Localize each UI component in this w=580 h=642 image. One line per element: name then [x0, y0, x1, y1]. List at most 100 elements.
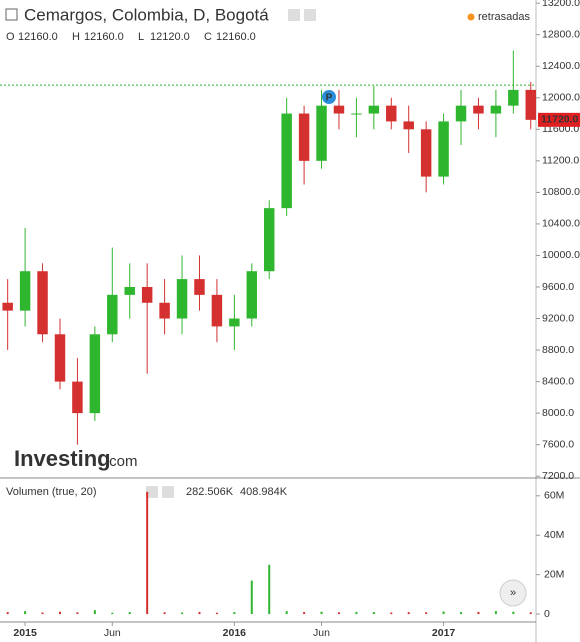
- volume-bar: [477, 611, 480, 615]
- logo: Investing: [14, 446, 111, 471]
- scroll-button[interactable]: [499, 579, 527, 607]
- candle-body: [107, 294, 118, 335]
- fullscreen-icon[interactable]: [304, 9, 316, 21]
- volume-bar: [268, 564, 271, 615]
- volume-bar: [41, 612, 44, 615]
- y-tick-label: 12800.0: [542, 28, 580, 40]
- ohlc-value: 12120.0: [150, 31, 190, 43]
- volume-bar: [163, 612, 166, 615]
- y-tick-label: 10000.0: [542, 249, 580, 261]
- volume-bar: [442, 611, 445, 615]
- candle-body: [351, 113, 362, 115]
- remove-icon[interactable]: [162, 486, 174, 498]
- event-marker-label: P: [326, 93, 333, 104]
- volume-bar: [320, 611, 323, 615]
- candle-body: [298, 113, 310, 161]
- status-dot: [467, 13, 475, 21]
- y-tick-label: 11200.0: [542, 155, 579, 167]
- settings-icon[interactable]: [146, 486, 158, 498]
- chart-title: Cemargos, Colombia, D, Bogotá: [24, 5, 269, 24]
- volume-bar: [198, 611, 201, 615]
- y-tick-label: 20M: [544, 568, 564, 580]
- scroll-button-icon[interactable]: »: [510, 587, 516, 599]
- volume-bar: [146, 491, 149, 615]
- volume-bar: [181, 612, 184, 615]
- candle-body: [2, 302, 13, 311]
- y-tick-label: 10800.0: [542, 186, 580, 198]
- candle-body: [403, 121, 414, 130]
- ohlc-value: 12160.0: [216, 31, 256, 43]
- ohlc-label: C: [204, 31, 212, 43]
- volume-bar: [285, 611, 288, 615]
- candle-body: [490, 105, 502, 114]
- x-tick-label: 2016: [223, 627, 247, 639]
- candle-body: [19, 271, 31, 311]
- volume-bar: [425, 612, 428, 615]
- y-tick-label: 9600.0: [542, 281, 574, 293]
- candle-body: [54, 334, 66, 382]
- ohlc-value: 12160.0: [84, 31, 124, 43]
- volume-bar: [250, 580, 253, 615]
- volume-bar: [372, 612, 375, 615]
- last-price-label: 11720.0: [541, 114, 579, 126]
- x-tick-label: Jun: [313, 627, 330, 639]
- x-tick-label: 2015: [13, 627, 37, 639]
- volume-ma-value: 408.984K: [240, 486, 288, 498]
- status-text: retrasadas: [478, 11, 530, 23]
- ohlc-label: H: [72, 31, 80, 43]
- volume-bar: [111, 612, 114, 615]
- x-tick-label: 2017: [432, 627, 456, 639]
- candle-body: [141, 286, 153, 303]
- y-tick-label: 8800.0: [542, 344, 574, 356]
- settings-icon[interactable]: [288, 9, 300, 21]
- volume-bar: [303, 612, 306, 615]
- volume-bar: [215, 612, 218, 615]
- y-tick-label: 0: [544, 608, 550, 620]
- volume-bar: [460, 612, 463, 615]
- candle-body: [246, 271, 258, 319]
- x-tick-label: Jun: [104, 627, 121, 639]
- volume-bar: [390, 612, 393, 615]
- candle-body: [455, 105, 467, 122]
- ohlc-label: O: [6, 31, 15, 43]
- y-tick-label: 60M: [544, 490, 564, 502]
- candle-body: [508, 89, 519, 106]
- volume-bar: [233, 612, 236, 615]
- volume-bar: [76, 612, 79, 615]
- ohlc-label: L: [138, 31, 144, 43]
- volume-bar: [24, 611, 27, 615]
- candle-body: [176, 279, 188, 319]
- volume-bar: [6, 612, 9, 615]
- candle-body: [281, 113, 292, 209]
- logo-suffix: .com: [105, 453, 138, 470]
- candle-body: [525, 89, 536, 120]
- candle-body: [420, 129, 432, 177]
- candle-body: [316, 105, 327, 161]
- candle-body: [229, 318, 240, 327]
- y-tick-label: 10400.0: [542, 218, 580, 230]
- collapse-icon[interactable]: [5, 8, 18, 21]
- candle-body: [124, 286, 135, 295]
- candle-body: [438, 121, 449, 177]
- candle-body: [72, 381, 83, 414]
- candle-body: [89, 334, 101, 414]
- y-tick-label: 13200.0: [542, 0, 580, 9]
- y-tick-label: 7600.0: [542, 438, 574, 450]
- candle-body: [333, 105, 345, 114]
- volume-value: 282.506K: [186, 486, 234, 498]
- y-tick-label: 12400.0: [542, 60, 580, 72]
- event-marker: [322, 90, 336, 104]
- volume-bar: [494, 611, 497, 615]
- candle-body: [386, 105, 397, 122]
- volume-bar: [529, 612, 532, 615]
- volume-bar: [58, 611, 61, 615]
- y-tick-label: 12000.0: [542, 92, 580, 104]
- last-price-box: [538, 112, 580, 127]
- volume-bar: [407, 612, 410, 615]
- volume-title: Volumen (true, 20): [6, 486, 97, 498]
- candle-body: [211, 294, 223, 327]
- ohlc-value: 12160.0: [18, 31, 58, 43]
- volume-bar: [355, 611, 358, 615]
- y-tick-label: 8000.0: [542, 407, 574, 419]
